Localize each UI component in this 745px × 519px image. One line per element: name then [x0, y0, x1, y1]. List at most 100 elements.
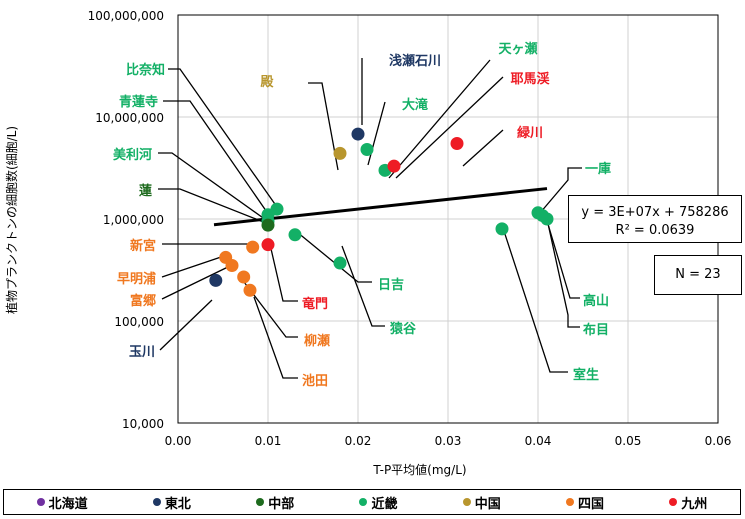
- data-point: [536, 209, 549, 223]
- y-tick-label: 100,000,000: [88, 9, 164, 23]
- leader-line: [268, 239, 298, 302]
- data-point: [333, 146, 347, 160]
- legend-label: 四国: [578, 496, 605, 512]
- data-point: [237, 270, 251, 284]
- leader-line: [544, 213, 580, 299]
- leader-line: [462, 129, 504, 167]
- legend-marker: [256, 498, 265, 506]
- y-tick-label: 100,000: [114, 315, 164, 329]
- point-label: 竜門: [302, 296, 328, 312]
- data-points: [209, 127, 554, 297]
- point-label: 一庫: [585, 161, 611, 177]
- point-label: 室生: [573, 367, 599, 383]
- legend-label: 中部: [268, 496, 295, 512]
- leader-lines: [158, 58, 582, 379]
- point-label: 浅瀬石川: [389, 53, 441, 69]
- x-tick-label: 0.03: [435, 434, 462, 448]
- leader-line: [388, 59, 491, 179]
- legend-label: 中国: [474, 496, 501, 512]
- point-label: 柳瀬: [304, 333, 330, 349]
- point-label: 緑川: [517, 125, 543, 141]
- legend-item: 中部: [256, 493, 294, 512]
- legend-item: 東北: [152, 493, 191, 512]
- leader-line: [158, 188, 267, 224]
- legend-marker: [669, 498, 678, 506]
- legend-marker: [152, 498, 161, 506]
- point-label: 池田: [302, 373, 328, 389]
- equation-box: y = 3E+07x + 758286 R² = 0.0639: [568, 195, 742, 243]
- leader-line: [296, 231, 372, 283]
- n-box: N = 23: [654, 255, 742, 295]
- x-tick-label: 0.04: [525, 434, 552, 448]
- y-axis-title: 植物プランクトンの細胞数(細胞/L): [4, 126, 19, 314]
- leader-line: [161, 255, 225, 278]
- data-point: [450, 136, 464, 150]
- data-point: [360, 143, 374, 157]
- point-label: 蓮: [139, 183, 152, 199]
- leader-line: [501, 224, 568, 373]
- leader-line: [546, 218, 580, 328]
- leader-line: [158, 152, 267, 221]
- point-label: 青蓮寺: [119, 94, 158, 110]
- leader-line: [168, 68, 278, 208]
- data-point: [246, 240, 260, 254]
- point-label: 比奈知: [126, 62, 165, 78]
- x-tick-label: 0.06: [705, 434, 732, 448]
- legend-label: 東北: [164, 496, 191, 512]
- data-point: [209, 273, 223, 287]
- point-label: 早明浦: [117, 271, 156, 287]
- data-point: [243, 283, 257, 297]
- data-point: [261, 218, 275, 232]
- legend-item: 中国: [462, 493, 501, 512]
- leader-line: [367, 101, 386, 166]
- legend-marker: [359, 498, 368, 506]
- leader-line: [341, 245, 385, 327]
- data-point: [387, 159, 401, 173]
- legend-marker: [462, 498, 471, 506]
- y-tick-label: 1,000,000: [103, 213, 164, 227]
- point-label: 大滝: [402, 97, 428, 113]
- point-label: 高山: [583, 293, 609, 309]
- legend-marker: [566, 498, 575, 506]
- data-point: [351, 127, 365, 141]
- legend-label: 九州: [681, 496, 708, 512]
- data-point: [225, 259, 239, 273]
- legend-marker: [36, 498, 45, 506]
- data-point: [261, 238, 275, 252]
- leader-line: [243, 281, 298, 338]
- leader-line: [253, 296, 298, 379]
- legend-label: 近畿: [371, 496, 398, 512]
- leader-line: [308, 82, 339, 171]
- point-label: 富郷: [130, 293, 156, 309]
- x-tick-label: 0.00: [165, 434, 192, 448]
- leader-line: [395, 76, 504, 179]
- leader-line: [539, 167, 582, 214]
- data-point: [333, 256, 347, 270]
- legend-item: 四国: [566, 493, 604, 512]
- point-label: 玉川: [129, 345, 155, 360]
- equation-text: y = 3E+07x + 758286: [581, 205, 729, 220]
- leader-line: [163, 100, 272, 219]
- x-tick-label: 0.01: [255, 434, 282, 448]
- legend-item: 近畿: [359, 493, 397, 512]
- point-label: 日吉: [378, 278, 404, 293]
- n-text: N = 23: [675, 267, 721, 282]
- axis-ticks: 0.00 0.01 0.02 0.03 0.04 0.05 0.06 10,000 100,00…: [88, 9, 732, 448]
- x-tick-label: 0.02: [345, 434, 372, 448]
- legend-item: 北海道: [36, 493, 88, 512]
- y-tick-label: 10,000: [122, 417, 164, 431]
- leader-line: [159, 299, 213, 351]
- data-point: [495, 222, 509, 236]
- leader-line: [161, 264, 233, 300]
- point-label: 天ヶ瀬: [498, 41, 537, 57]
- x-axis-title: T-P平均値(mg/L): [372, 462, 466, 477]
- legend: 北海道 東北 中部 近畿 中国 四国 九州: [3, 489, 741, 515]
- legend-label: 北海道: [48, 496, 88, 512]
- y-tick-label: 10,000,000: [95, 111, 164, 125]
- point-label: 新宮: [130, 238, 156, 254]
- data-point: [288, 228, 302, 242]
- legend-item: 九州: [669, 493, 707, 512]
- point-label: 美利河: [113, 147, 152, 163]
